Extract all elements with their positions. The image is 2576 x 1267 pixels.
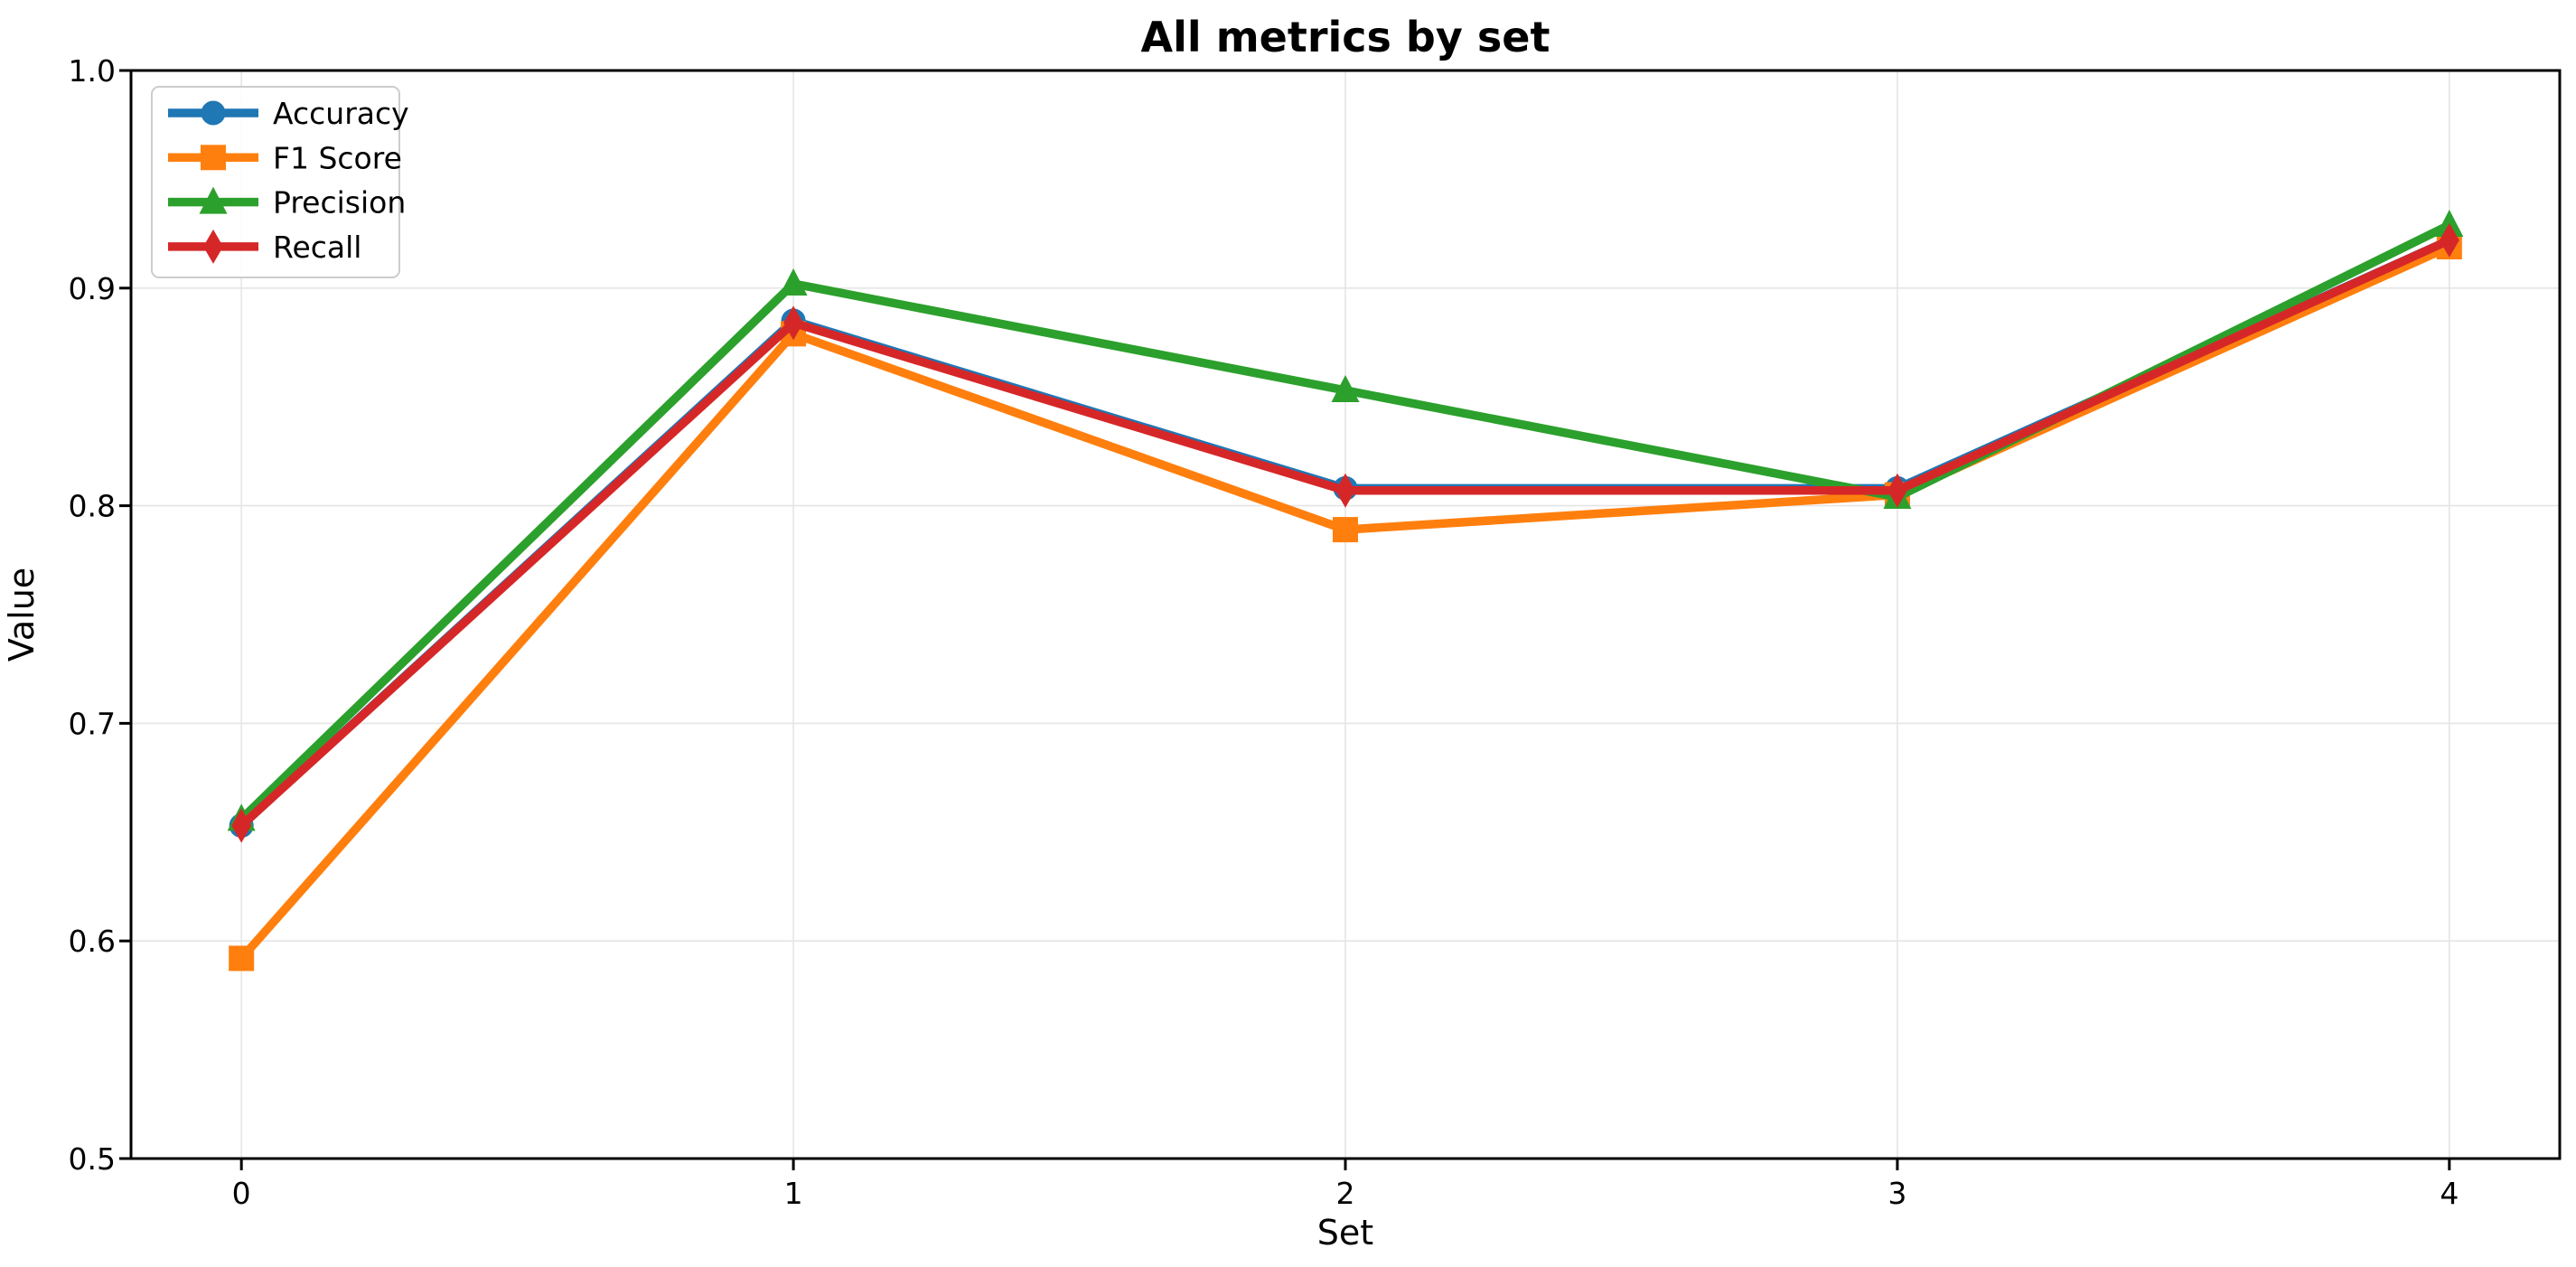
diamond-marker-recall-1 [783,305,804,341]
diamond-marker-recall-0 [231,808,252,843]
diamond-marker-icon [203,229,223,264]
x-tick-label-3: 3 [1888,1176,1906,1211]
x-axis-label: Set [1317,1213,1373,1253]
diamond-marker-recall-3 [1887,473,1907,508]
triangle-marker-precision-1 [779,267,808,296]
legend-box [151,86,400,278]
square-marker-icon [201,145,226,171]
x-tick-label-0: 0 [232,1176,251,1211]
legend-label-precision: Precision [273,185,406,221]
chart-title: All metrics by set [1141,13,1550,61]
legend-item-recall: Recall [168,229,361,265]
y-axis-label: Value [2,568,42,662]
y-tick-label-0: 0.5 [69,1141,116,1177]
legend-item-precision: Precision [168,185,406,221]
y-tick-label-4: 0.9 [69,271,116,306]
y-tick-label-2: 0.7 [69,706,116,741]
series-layer [227,209,2464,971]
legend-item-f1-score: F1 Score [168,140,402,175]
triangle-marker-icon [199,186,228,214]
legend-label-recall: Recall [273,230,361,265]
triangle-marker-precision-2 [1331,374,1360,402]
gridlines-layer [131,70,2560,1159]
circle-marker-icon [201,100,226,126]
legend-label-accuracy: Accuracy [273,96,409,131]
axes-layer: 0 1 2 3 4 0.5 0.6 0.7 0.8 0.9 1.0 [69,53,2562,1211]
legend-item-accuracy: Accuracy [168,96,409,131]
square-marker-f1-score-0 [229,945,255,971]
y-tick-label-5: 1.0 [69,53,116,89]
diamond-marker-recall-4 [2439,222,2459,258]
diamond-marker-recall-2 [1335,473,1355,508]
legend: Accuracy F1 Score Precision Recall [151,86,409,278]
x-tick-label-1: 1 [784,1176,803,1211]
y-tick-label-1: 0.6 [69,924,116,959]
x-tick-label-2: 2 [1336,1176,1355,1211]
square-marker-f1-score-2 [1333,517,1358,543]
x-tick-label-4: 4 [2440,1176,2459,1211]
legend-label-f1-score: F1 Score [273,140,402,175]
y-tick-label-3: 0.8 [69,489,116,524]
